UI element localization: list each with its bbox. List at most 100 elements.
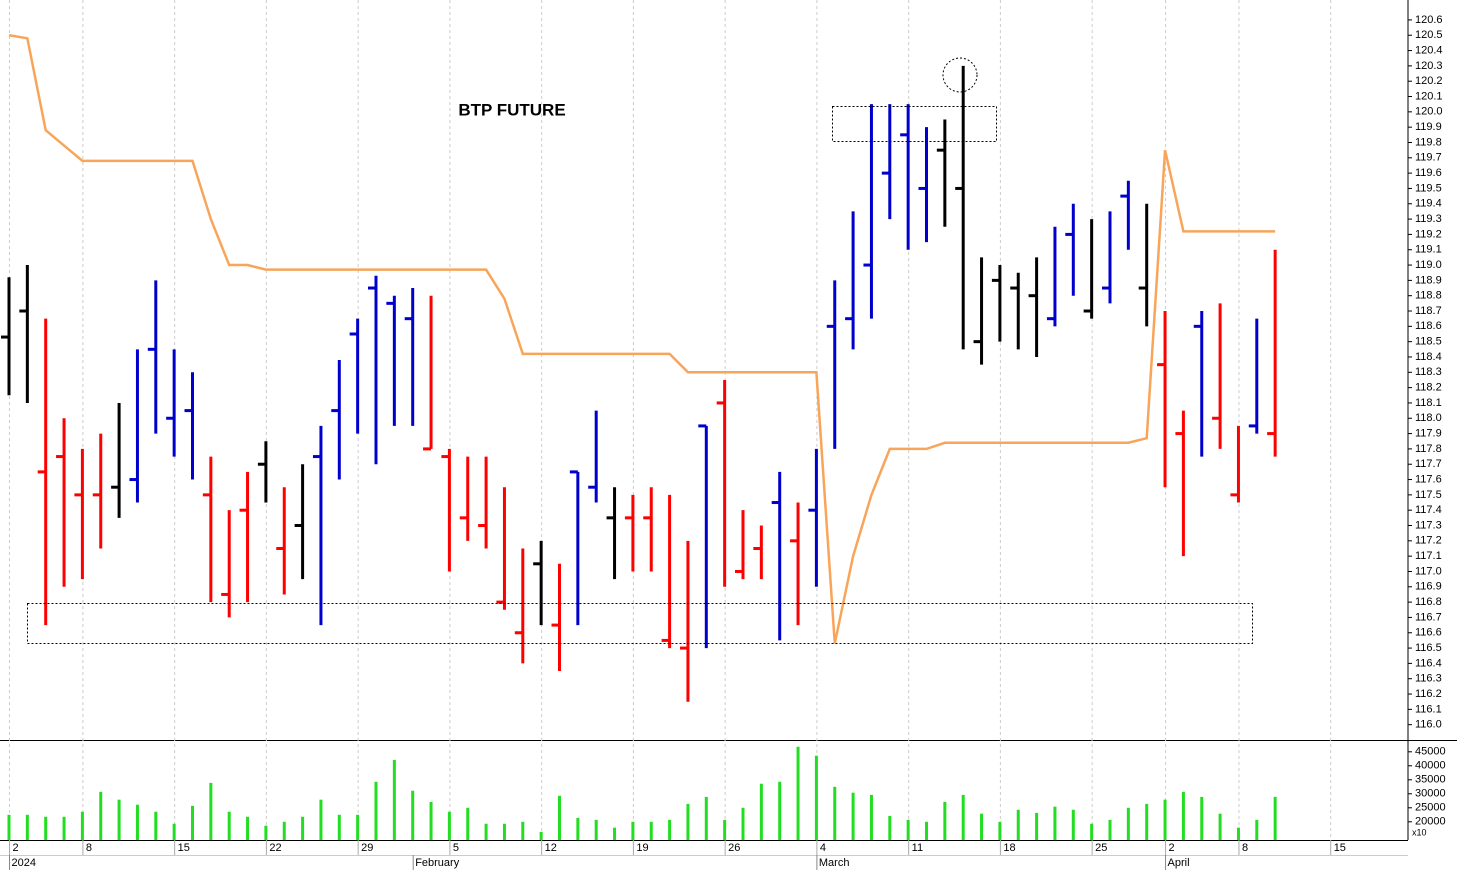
volume-bar [429,801,433,840]
y-tick-label: 118.2 [1415,382,1442,394]
x-tick-label: 29 [361,842,373,854]
y-tick-label: 119.9 [1415,121,1442,133]
volume-bar [998,821,1002,840]
y-tick-label: 118.3 [1415,366,1442,378]
x-tick-label: 19 [636,842,648,854]
y-tick-label: 35000 [1415,774,1446,786]
high-circle [942,57,978,93]
y-tick-label: 119.5 [1415,182,1442,194]
x-tick-label: 15 [1334,842,1346,854]
volume-bar [649,821,653,840]
y-tick-label: 120.3 [1415,60,1443,72]
volume-bar [319,799,323,840]
y-tick-label: 116.8 [1415,596,1442,608]
y-tick-label: 118.5 [1415,336,1442,348]
volume-bar [466,807,470,840]
y-tick-label: 119.0 [1415,259,1442,271]
volume-bar [594,819,598,840]
volume-bar [1236,827,1240,840]
volume-bar [1218,813,1222,840]
y-tick-label: 118.7 [1415,305,1442,317]
x-month-label: March [819,857,850,869]
x-tick-label: 26 [728,842,740,854]
volume-bar [1016,809,1020,840]
volume-bar [521,821,525,840]
y-tick-label: 116.3 [1415,673,1442,685]
x-tick-label: 25 [1095,842,1107,854]
volume-bar [337,814,341,840]
volume-bar [117,799,121,840]
volume-bar [1200,796,1204,840]
volume-bar [723,819,727,840]
y-tick-label: 25000 [1415,802,1446,814]
y-tick-label: 117.7 [1415,458,1442,470]
y-tick-label: 118.8 [1415,290,1442,302]
volume-bar [869,794,873,840]
y-tick-label: 30000 [1415,788,1446,800]
y-tick-label: 116.1 [1415,703,1442,715]
x-tick-label: 15 [178,842,190,854]
volume-bar [1053,806,1057,840]
volume-bar [447,811,451,840]
volume-bar [264,825,268,840]
y-tick-label: 116.4 [1415,657,1442,669]
y-tick-label: 117.9 [1415,427,1442,439]
y-tick-label: 118.4 [1415,351,1442,363]
y-tick-label: 120.0 [1415,106,1443,118]
y-tick-label: 119.4 [1415,198,1442,210]
y-tick-label: 45000 [1415,746,1446,758]
x-month-label: February [415,857,460,869]
x-tick-label: 2 [13,842,19,854]
volume-bar [943,801,947,840]
x-month-label: 2024 [12,857,36,869]
resistance-box [832,106,997,142]
volume-bar [613,827,617,840]
volume-bar [1090,823,1094,840]
volume-bar [1035,812,1039,840]
volume-bar [209,782,213,840]
y-tick-label: 119.8 [1415,136,1442,148]
y-tick-label: 119.1 [1415,244,1442,256]
volume-bar [374,781,378,840]
volume-bar [62,816,66,840]
volume-bar [778,781,782,840]
y-tick-label: 116.6 [1415,627,1442,639]
volume-bar [99,791,103,840]
y-tick-label: 116.5 [1415,642,1442,654]
y-tick-label: 120.5 [1415,29,1443,41]
volume-bar [925,821,928,840]
y-tick-label: 117.5 [1415,489,1442,501]
x-tick-label: 18 [1003,842,1015,854]
y-tick-label: 117.2 [1415,535,1442,547]
y-tick-label: 120.4 [1415,44,1443,56]
volume-bar [191,805,194,840]
support-box [27,603,1253,644]
volume-scale-label: x10 [1412,827,1427,837]
x-tick-label: 22 [269,842,281,854]
volume-bar [7,814,11,840]
volume-bar [704,796,708,840]
y-tick-label: 120.1 [1415,90,1443,102]
volume-bar [1145,803,1149,840]
y-tick-label: 20000 [1415,816,1446,828]
x-tick-label: 8 [1242,842,1248,854]
volume-bar [154,811,158,840]
volume-bar [539,831,543,840]
y-tick-label: 116.9 [1415,581,1442,593]
y-tick-label: 116.0 [1415,719,1442,731]
volume-bar [227,811,231,840]
x-tick-label: 8 [86,842,92,854]
y-tick-label: 118.0 [1415,412,1442,424]
y-tick-label: 117.0 [1415,565,1442,577]
volume-bar [392,759,396,840]
volume-bar [172,823,176,840]
x-month-label: April [1168,857,1190,869]
volume-bar [1126,807,1130,840]
x-tick-label: 2 [1169,842,1175,854]
volume-bar [25,814,29,840]
volume-bar [576,817,580,840]
y-tick-label: 117.8 [1415,443,1442,455]
